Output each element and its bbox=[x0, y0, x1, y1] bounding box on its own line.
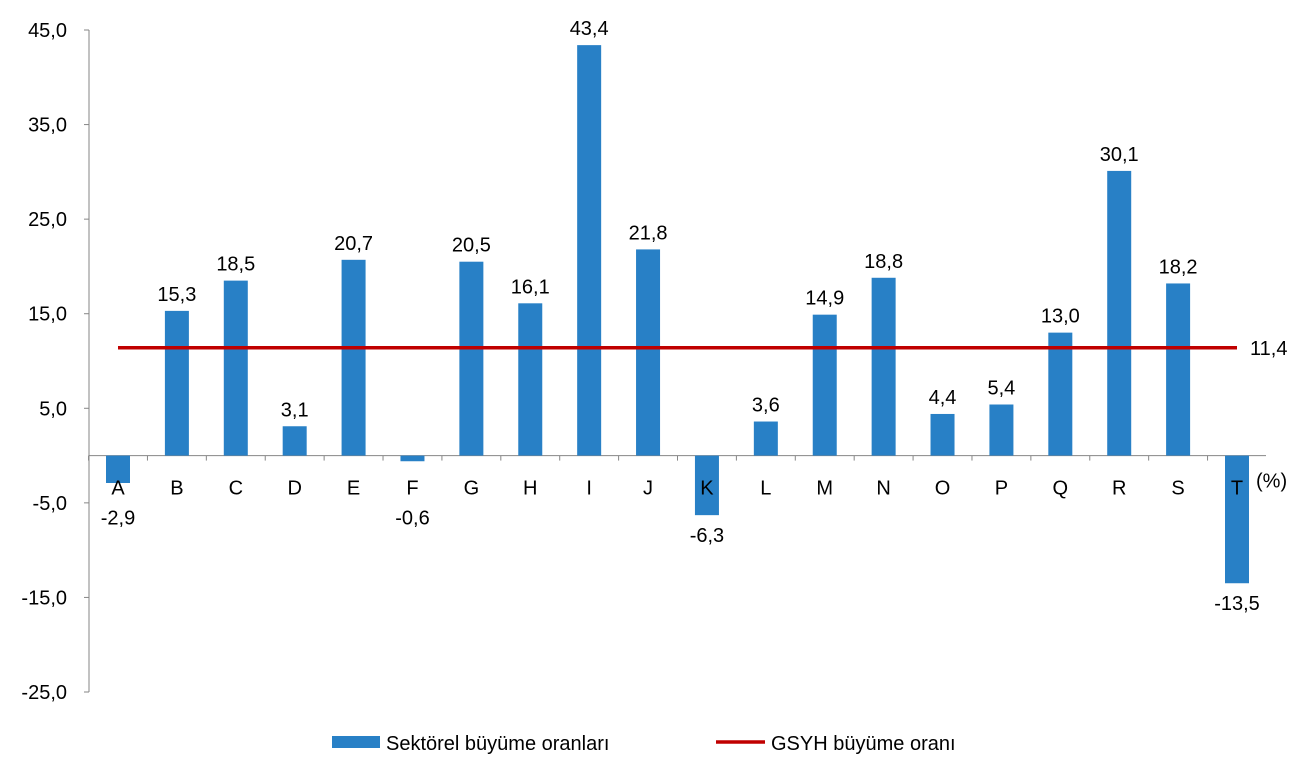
category-label: T bbox=[1231, 478, 1243, 500]
category-label: F bbox=[406, 478, 418, 500]
unit-label: (%) bbox=[1256, 471, 1287, 493]
data-label: 18,2 bbox=[1159, 256, 1198, 278]
bar-R bbox=[1107, 170, 1132, 456]
category-label: D bbox=[287, 478, 301, 500]
data-label: 14,9 bbox=[805, 288, 844, 310]
category-label: E bbox=[347, 478, 360, 500]
bar-D bbox=[282, 426, 307, 456]
y-tick-label: 15,0 bbox=[28, 304, 67, 326]
category-label: K bbox=[700, 478, 714, 500]
category-label: I bbox=[586, 478, 592, 500]
data-label: 18,5 bbox=[216, 254, 255, 276]
bar-L bbox=[753, 421, 778, 456]
data-label: -13,5 bbox=[1214, 593, 1260, 615]
y-tick-label: 45,0 bbox=[28, 20, 67, 42]
bar-S bbox=[1166, 283, 1191, 456]
category-label: P bbox=[995, 478, 1008, 500]
category-label: B bbox=[170, 478, 183, 500]
data-label: 3,6 bbox=[752, 395, 780, 417]
bar-J bbox=[636, 249, 661, 456]
y-tick-label: -15,0 bbox=[21, 587, 67, 609]
category-label: J bbox=[643, 478, 653, 500]
bar-G bbox=[459, 261, 484, 456]
data-label: 15,3 bbox=[157, 284, 196, 306]
y-tick-label: -25,0 bbox=[21, 682, 67, 704]
bar-T bbox=[1225, 455, 1249, 584]
gdp-growth-label: 11,4 bbox=[1250, 338, 1287, 360]
data-label: 30,1 bbox=[1100, 144, 1139, 166]
bar-M bbox=[812, 314, 837, 456]
category-label: C bbox=[229, 478, 243, 500]
category-label: Q bbox=[1053, 478, 1069, 500]
y-tick-label: -5,0 bbox=[33, 493, 67, 515]
bar-I bbox=[577, 45, 602, 456]
category-label: H bbox=[523, 478, 537, 500]
bar-O bbox=[930, 413, 955, 456]
data-label: 5,4 bbox=[988, 378, 1016, 400]
y-tick-label: 25,0 bbox=[28, 209, 67, 231]
data-label: 4,4 bbox=[929, 387, 957, 409]
data-label: 20,7 bbox=[334, 233, 373, 255]
data-label: 18,8 bbox=[864, 251, 903, 273]
bar-K bbox=[694, 455, 719, 516]
category-label: O bbox=[935, 478, 951, 500]
category-label: S bbox=[1171, 478, 1184, 500]
data-label: 20,5 bbox=[452, 235, 491, 257]
legend-bar-label: Sektörel büyüme oranları bbox=[386, 733, 609, 755]
bar-N bbox=[871, 277, 896, 456]
bar-P bbox=[989, 404, 1014, 456]
data-label: 43,4 bbox=[570, 18, 609, 40]
category-label: N bbox=[876, 478, 890, 500]
data-label: -6,3 bbox=[690, 525, 724, 547]
bar-C bbox=[223, 280, 248, 456]
category-label: G bbox=[464, 478, 480, 500]
legend-bar-swatch bbox=[332, 736, 380, 748]
y-tick-label: 5,0 bbox=[39, 398, 67, 420]
category-label: L bbox=[760, 478, 771, 500]
category-label: R bbox=[1112, 478, 1126, 500]
data-label: 16,1 bbox=[511, 276, 550, 298]
data-label: 13,0 bbox=[1041, 306, 1080, 328]
data-label: -2,9 bbox=[101, 508, 135, 530]
bar-Q bbox=[1048, 332, 1073, 456]
category-label: M bbox=[816, 478, 833, 500]
bar-E bbox=[341, 259, 366, 456]
bar-A bbox=[106, 455, 130, 483]
legend-line-label: GSYH büyüme oranı bbox=[771, 733, 956, 755]
data-label: -0,6 bbox=[395, 508, 429, 530]
data-label: 3,1 bbox=[281, 399, 309, 421]
bar-F bbox=[400, 455, 425, 462]
data-label: 21,8 bbox=[629, 222, 668, 244]
y-tick-label: 35,0 bbox=[28, 115, 67, 137]
bar-B bbox=[164, 310, 189, 456]
bar-H bbox=[518, 303, 543, 456]
category-label: A bbox=[111, 478, 125, 500]
